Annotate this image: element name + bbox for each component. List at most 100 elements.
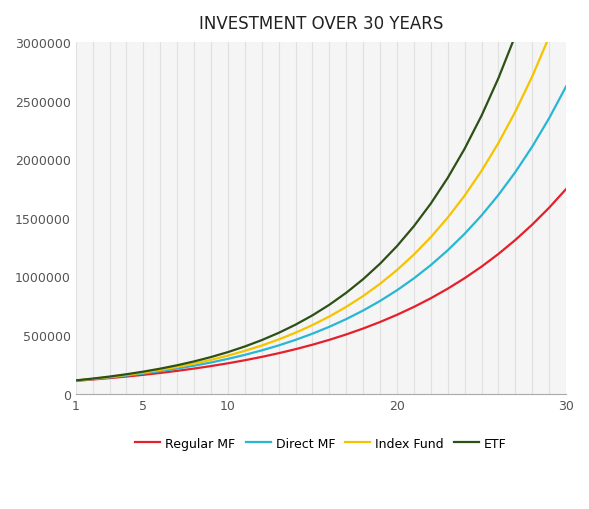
ETF <box>444 176 451 182</box>
Regular MF <box>309 342 316 348</box>
ETF <box>140 369 147 375</box>
Index Fund <box>174 364 181 370</box>
Index Fund <box>512 109 519 116</box>
Direct MF <box>427 263 434 269</box>
Direct MF <box>89 376 96 382</box>
Index Fund <box>191 361 198 367</box>
Regular MF <box>495 251 502 258</box>
ETF <box>89 376 96 382</box>
Direct MF <box>393 288 401 294</box>
Index Fund <box>495 140 502 147</box>
ETF <box>275 330 282 336</box>
Index Fund <box>343 304 350 310</box>
Direct MF <box>495 192 502 199</box>
Direct MF <box>545 116 552 122</box>
Direct MF <box>275 343 282 349</box>
Index Fund <box>376 281 383 287</box>
ETF <box>360 276 367 282</box>
ETF <box>343 290 350 296</box>
Direct MF <box>562 84 570 91</box>
Direct MF <box>529 144 536 150</box>
Title: INVESTMENT OVER 30 YEARS: INVESTMENT OVER 30 YEARS <box>198 15 443 33</box>
Regular MF <box>241 357 249 363</box>
Index Fund <box>478 168 485 175</box>
Direct MF <box>292 337 299 343</box>
Direct MF <box>207 360 214 366</box>
ETF <box>495 76 502 82</box>
Index Fund <box>461 193 468 200</box>
ETF <box>326 302 333 308</box>
Regular MF <box>174 368 181 374</box>
ETF <box>106 374 113 380</box>
Index Fund <box>529 74 536 80</box>
Index Fund <box>411 252 418 258</box>
ETF <box>512 34 519 40</box>
Line: Direct MF: Direct MF <box>76 88 566 381</box>
Regular MF <box>191 366 198 372</box>
ETF <box>309 313 316 319</box>
Direct MF <box>106 375 113 381</box>
ETF <box>376 261 383 267</box>
Line: Regular MF: Regular MF <box>76 190 566 381</box>
ETF <box>427 201 434 207</box>
Line: Index Fund: Index Fund <box>76 0 566 381</box>
Index Fund <box>275 337 282 343</box>
Index Fund <box>207 357 214 363</box>
Index Fund <box>140 370 147 376</box>
Index Fund <box>427 235 434 241</box>
ETF <box>207 354 214 360</box>
ETF <box>72 378 80 384</box>
Direct MF <box>258 348 265 354</box>
Direct MF <box>360 308 367 314</box>
ETF <box>123 372 130 378</box>
Regular MF <box>360 326 367 332</box>
Regular MF <box>444 286 451 292</box>
Index Fund <box>123 372 130 378</box>
ETF <box>241 344 249 350</box>
Regular MF <box>478 264 485 270</box>
Regular MF <box>545 205 552 211</box>
Index Fund <box>393 267 401 273</box>
ETF <box>461 147 468 153</box>
Regular MF <box>258 354 265 360</box>
Direct MF <box>224 356 231 362</box>
Regular MF <box>529 222 536 228</box>
ETF <box>157 366 164 372</box>
Regular MF <box>89 377 96 383</box>
Regular MF <box>106 375 113 381</box>
Index Fund <box>309 322 316 328</box>
Direct MF <box>326 324 333 330</box>
Index Fund <box>258 343 265 349</box>
ETF <box>411 223 418 230</box>
ETF <box>224 349 231 355</box>
Index Fund <box>106 374 113 380</box>
Index Fund <box>292 330 299 336</box>
Direct MF <box>309 331 316 337</box>
Legend: Regular MF, Direct MF, Index Fund, ETF: Regular MF, Direct MF, Index Fund, ETF <box>130 432 511 455</box>
Direct MF <box>241 352 249 358</box>
Regular MF <box>157 370 164 376</box>
Regular MF <box>427 296 434 302</box>
ETF <box>393 244 401 250</box>
Regular MF <box>393 312 401 318</box>
Regular MF <box>411 304 418 310</box>
Regular MF <box>562 187 570 193</box>
Regular MF <box>72 378 80 384</box>
Line: ETF: ETF <box>76 0 566 381</box>
Index Fund <box>224 353 231 359</box>
Direct MF <box>512 169 519 176</box>
ETF <box>174 362 181 369</box>
Regular MF <box>343 332 350 338</box>
Regular MF <box>326 337 333 343</box>
Index Fund <box>326 314 333 320</box>
Direct MF <box>461 231 468 237</box>
Regular MF <box>224 360 231 366</box>
ETF <box>191 359 198 365</box>
Direct MF <box>140 371 147 377</box>
Index Fund <box>545 35 552 41</box>
Regular MF <box>275 351 282 357</box>
Direct MF <box>411 276 418 282</box>
Regular MF <box>461 275 468 281</box>
ETF <box>258 337 265 344</box>
Index Fund <box>444 215 451 221</box>
